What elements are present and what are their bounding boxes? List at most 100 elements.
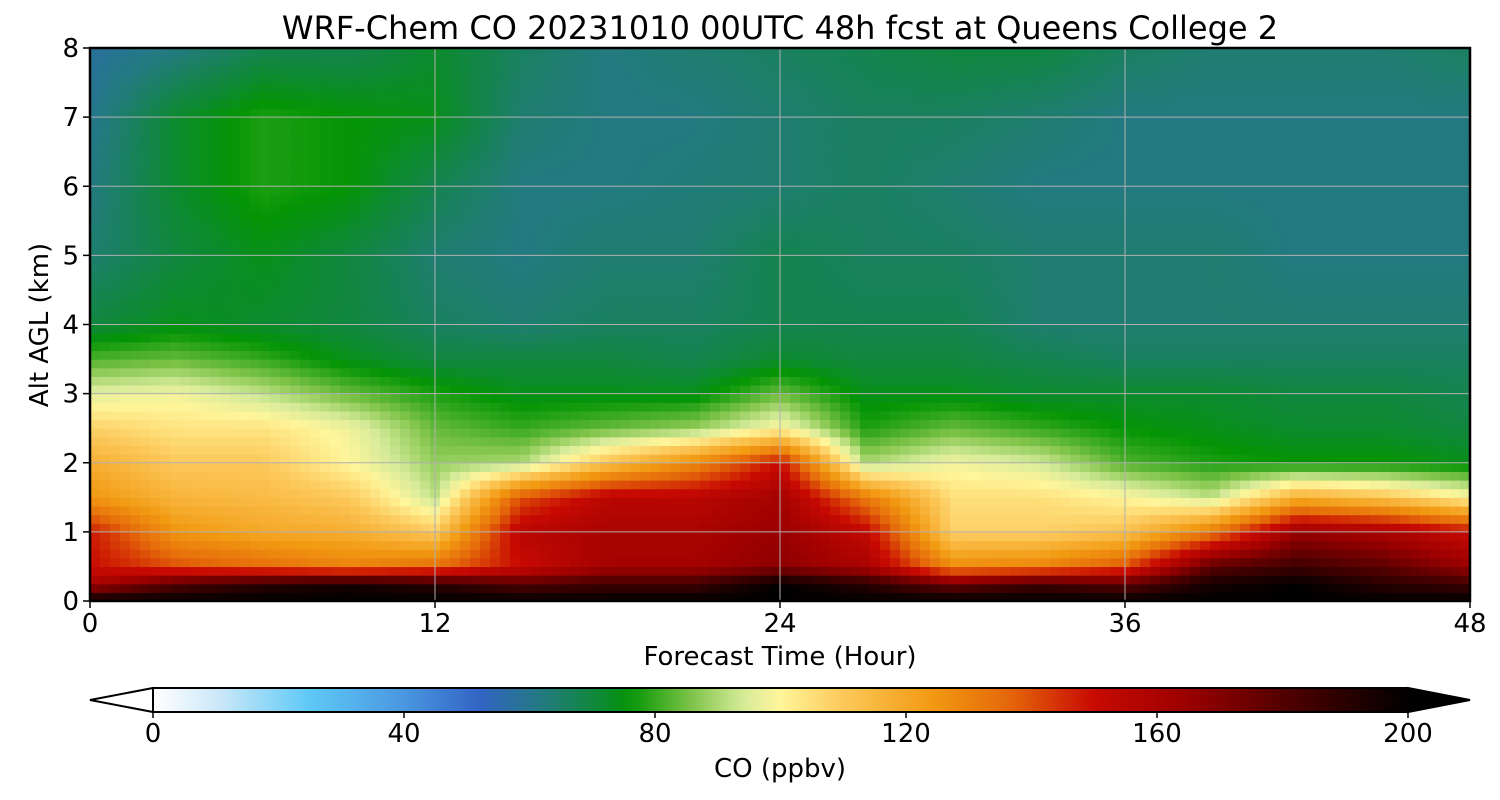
contour-cell — [130, 436, 141, 447]
contour-cell — [310, 454, 321, 464]
contour-cell — [990, 557, 1001, 568]
contour-cell — [880, 384, 891, 395]
contour-cell — [340, 419, 351, 429]
contour-cell — [730, 592, 741, 601]
contour-cell — [750, 393, 761, 403]
contour-cell — [110, 462, 121, 472]
contour-cell — [630, 315, 641, 326]
contour-cell — [1000, 523, 1011, 533]
contour-cell — [840, 505, 851, 516]
contour-cell — [130, 497, 141, 507]
contour-cell — [940, 592, 951, 601]
contour-cell — [270, 324, 281, 334]
contour-cell — [790, 298, 801, 308]
contour-cell — [1070, 531, 1081, 542]
contour-cell — [520, 505, 531, 516]
contour-cell — [420, 289, 431, 300]
contour-cell — [670, 557, 681, 568]
contour-cell — [900, 557, 911, 568]
contour-cell — [870, 583, 881, 593]
contour-cell — [240, 514, 251, 524]
contour-cell — [300, 445, 311, 455]
contour-cell — [700, 454, 711, 464]
contour-cell — [1060, 393, 1071, 403]
contour-cell — [90, 419, 101, 429]
contour-cell — [600, 445, 611, 455]
contour-cell — [740, 523, 751, 533]
contour-cell — [520, 315, 531, 326]
contour-cell — [1390, 402, 1401, 412]
contour-cell — [790, 402, 801, 412]
contour-cell — [650, 540, 661, 550]
contour-cell — [1260, 505, 1271, 516]
contour-cell — [350, 350, 361, 360]
contour-cell — [1380, 428, 1391, 438]
contour-cell — [1160, 531, 1171, 542]
contour-cell — [1300, 488, 1311, 498]
contour-cell — [840, 488, 851, 498]
contour-cell — [1030, 592, 1041, 601]
contour-cell — [660, 505, 671, 516]
contour-cell — [630, 454, 641, 464]
contour-cell — [150, 419, 161, 429]
contour-cell — [1380, 436, 1391, 447]
contour-cell — [1210, 583, 1221, 593]
contour-cell — [260, 367, 271, 377]
contour-cell — [600, 592, 611, 601]
contour-cell — [820, 350, 831, 360]
contour-cell — [1300, 575, 1311, 585]
contour-cell — [1100, 471, 1111, 481]
contour-cell — [270, 333, 281, 343]
contour-cell — [980, 350, 991, 360]
contour-cell — [770, 350, 781, 360]
contour-cell — [1440, 376, 1451, 386]
contour-cell — [1040, 315, 1051, 326]
contour-cell — [890, 298, 901, 308]
contour-cell — [230, 436, 241, 447]
contour-cell — [350, 549, 361, 559]
contour-cell — [1200, 333, 1211, 343]
contour-cell — [520, 393, 531, 403]
contour-cell — [1080, 471, 1091, 481]
contour-cell — [210, 298, 221, 308]
contour-cell — [140, 436, 151, 447]
contour-cell — [940, 350, 951, 360]
contour-cell — [560, 531, 571, 542]
contour-cell — [1370, 333, 1381, 343]
contour-cell — [170, 281, 181, 291]
contour-cell — [1290, 592, 1301, 601]
contour-cell — [1330, 445, 1341, 455]
contour-cell — [1170, 514, 1181, 524]
contour-cell — [1030, 480, 1041, 490]
contour-cell — [330, 436, 341, 447]
contour-cell — [1010, 410, 1021, 421]
contour-cell — [600, 480, 611, 490]
contour-cell — [1310, 471, 1321, 481]
contour-cell — [550, 359, 561, 369]
contour-cell — [740, 341, 751, 352]
contour-cell — [1090, 359, 1101, 369]
contour-cell — [840, 298, 851, 308]
contour-cell — [560, 592, 571, 601]
contour-cell — [300, 557, 311, 568]
contour-cell — [970, 575, 981, 585]
contour-cell — [610, 488, 621, 498]
contour-cell — [1010, 307, 1021, 317]
contour-cell — [170, 462, 181, 472]
contour-cell — [1300, 592, 1311, 601]
contour-cell — [440, 350, 451, 360]
contour-cell — [240, 428, 251, 438]
contour-cell — [640, 307, 651, 317]
contour-cell — [1010, 592, 1021, 601]
contour-cell — [260, 289, 271, 300]
contour-cell — [1410, 445, 1421, 455]
contour-cell — [1430, 428, 1441, 438]
contour-cell — [790, 410, 801, 421]
contour-cell — [440, 393, 451, 403]
contour-cell — [1230, 315, 1241, 326]
contour-cell — [520, 540, 531, 550]
contour-cell — [310, 566, 321, 576]
contour-cell — [570, 341, 581, 352]
contour-cell — [920, 298, 931, 308]
contour-cell — [420, 315, 431, 326]
